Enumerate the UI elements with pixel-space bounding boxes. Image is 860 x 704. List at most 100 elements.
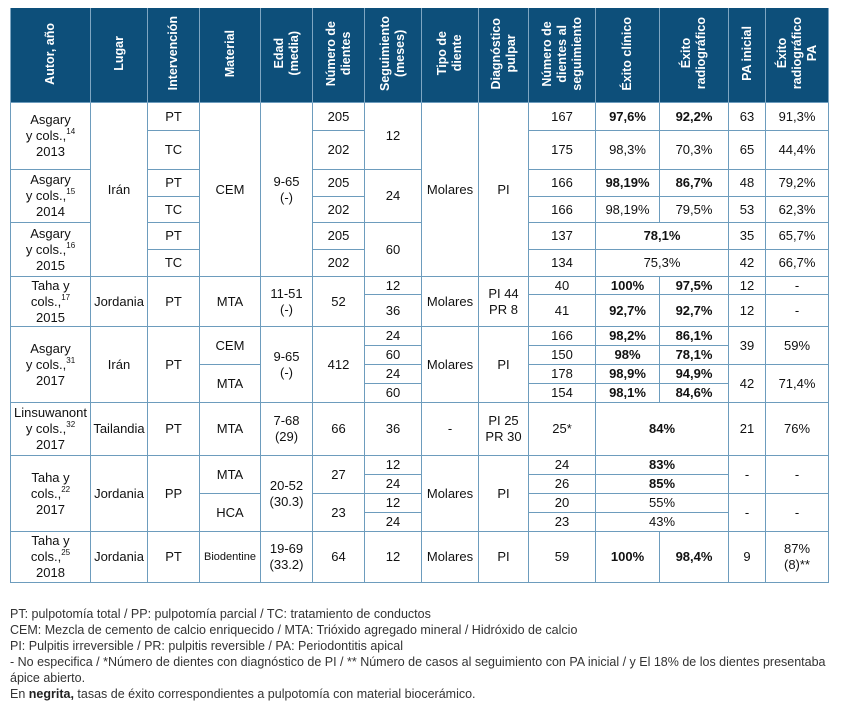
table-cell: 24: [364, 512, 422, 532]
column-header: Éxito radiográfico PA: [765, 8, 829, 103]
table-cell: HCA: [199, 493, 261, 532]
reference-number: 16: [66, 240, 76, 250]
footnote-text: tasas de éxito correspondientes a pulpot…: [73, 687, 476, 701]
table-cell: 35: [728, 222, 766, 250]
author-name: Asgary y cols.,: [25, 340, 71, 372]
table-cell: PT: [147, 222, 200, 250]
table-cell: PT: [147, 531, 200, 583]
author-year: 2017: [36, 501, 65, 517]
table-cell: 12: [364, 102, 422, 170]
table-cell: 92,2%: [659, 102, 729, 131]
table-cell: 94,9%: [659, 364, 729, 384]
table-cell: MTA: [199, 402, 261, 456]
footnote-bold-legend: En negrita, tasas de éxito correspondien…: [10, 686, 840, 702]
author-name: Taha y cols.,: [30, 533, 70, 564]
table-cell: 98,3%: [595, 130, 660, 170]
table-cell: 9: [728, 531, 766, 583]
table-cell: 43%: [595, 512, 729, 532]
table-cell: PI 44 PR 8: [478, 276, 529, 327]
column-header-label: Éxito radiográfico: [679, 17, 708, 90]
column-header: Número de dientes: [312, 8, 365, 103]
table-row: Linsuwanont y cols.,32 2017 Tailandia PT MTA…: [10, 402, 829, 456]
table-cell: 97,6%: [595, 102, 660, 131]
table-cell: 134: [528, 249, 596, 277]
table-cell: Jordania: [90, 455, 148, 532]
table-cell: TC: [147, 196, 200, 223]
table-cell: 202: [312, 130, 365, 170]
table-cell: 202: [312, 196, 365, 223]
table-cell: 98,4%: [659, 531, 729, 583]
table-cell: 412: [312, 326, 365, 403]
table-cell: 60: [364, 222, 422, 277]
column-header: Diagnóstico pulpar: [478, 8, 529, 103]
table-cell: 60: [364, 345, 422, 365]
column-header: Éxito radiográfico: [659, 8, 729, 103]
table-cell: 42: [728, 364, 766, 403]
table-row: Asgary y cols.,31 2017 Irán PT CEM 9-65 (-) 41…: [10, 326, 829, 403]
table-cell: MTA: [199, 364, 261, 403]
column-header-label: Edad (media): [271, 31, 301, 76]
column-header-label: Tipo de diente: [435, 31, 464, 76]
table-cell: 75,3%: [595, 249, 729, 277]
table-cell: 85%: [595, 474, 729, 494]
table-cell: 166: [528, 196, 596, 223]
table-row: MTA 24 178 98,9% 94,9% 42 71,4%: [11, 364, 829, 403]
table-cell: 41: [528, 294, 596, 327]
author-name: Taha y cols.,: [30, 469, 70, 501]
table-cell: 36: [364, 294, 422, 327]
author-cell: Asgary y cols.,14 2013: [10, 102, 91, 170]
table-cell: 12: [728, 276, 766, 295]
column-header: Lugar: [90, 8, 148, 103]
table-row: 24 23 43%: [11, 512, 829, 532]
author-year: 2018: [36, 565, 65, 580]
table-row: Taha y cols.,17 2015 Jordania PT MTA 11-51 (-…: [10, 276, 829, 327]
column-header: Éxito clínico: [595, 8, 660, 103]
table-cell: MTA: [199, 276, 261, 327]
author-cell: Asgary y cols.,16 2015: [10, 222, 91, 277]
table-cell: 23: [312, 493, 365, 532]
table-row: Asgary y cols.,14 2013 Irán PT CEM 9-65 (-) 20…: [10, 102, 829, 277]
table-cell: 98,19%: [595, 196, 660, 223]
table-cell: 205: [312, 222, 365, 250]
table-cell: Molares: [421, 531, 479, 583]
column-header-label: Lugar: [111, 36, 126, 71]
table-cell: TC: [147, 249, 200, 277]
table-cell: PI: [478, 455, 529, 532]
table-cell: 39: [728, 326, 766, 365]
author-cell: Taha y cols.,22 2017: [10, 455, 91, 532]
table-cell: 78,1%: [595, 222, 729, 250]
table-cell: 9-65 (-): [260, 102, 313, 277]
table-cell: CEM: [199, 326, 261, 365]
table-cell: 12: [364, 531, 422, 583]
author-name: Asgary y cols.,: [25, 112, 71, 143]
footnote-text: En: [10, 687, 29, 701]
table-cell: CEM: [199, 102, 261, 277]
footnote-symbols: - No especifica / *Número de dientes con…: [10, 655, 826, 685]
table-cell: 65: [728, 130, 766, 170]
table-cell: MTA: [199, 455, 261, 494]
table-cell: 79,2%: [765, 169, 829, 197]
table-cell: PT: [147, 169, 200, 197]
table-cell: 84,6%: [659, 383, 729, 403]
table-cell: PT: [147, 402, 200, 456]
table-cell: 7-68 (29): [260, 402, 313, 456]
table-cell: 24: [528, 455, 596, 475]
table-cell: 9-65 (-): [260, 326, 313, 403]
table-cell: 66,7%: [765, 249, 829, 277]
author-cell: Asgary y cols.,15 2014: [10, 169, 91, 223]
table-cell: 24: [364, 326, 422, 346]
table-row: TC 202 134 75,3% 42 66,7%: [11, 249, 829, 277]
table-cell: Molares: [421, 455, 479, 532]
reference-number: 22: [61, 484, 71, 494]
table-cell: 98,1%: [595, 383, 660, 403]
column-header-label: Número de dientes: [323, 20, 353, 87]
table-cell: 98%: [595, 345, 660, 365]
author-name: Taha y cols.,: [30, 277, 70, 309]
table-cell: 154: [528, 383, 596, 403]
footnote-abbrev-diagnosis: PI: Pulpitis irreversible / PR: pulpitis…: [10, 639, 403, 653]
author-year: 2015: [36, 309, 65, 325]
table-cell: 12: [728, 294, 766, 327]
column-header-label: Material: [222, 29, 237, 78]
table-cell: TC: [147, 130, 200, 170]
table-cell: 11-51 (-): [260, 276, 313, 327]
